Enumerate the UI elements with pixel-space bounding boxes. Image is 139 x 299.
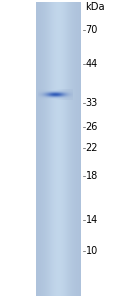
Text: 14: 14 — [85, 215, 98, 225]
Text: 22: 22 — [85, 143, 98, 153]
Text: 33: 33 — [85, 98, 98, 108]
Text: kDa: kDa — [85, 2, 105, 13]
Text: 70: 70 — [85, 25, 98, 35]
Text: 18: 18 — [85, 171, 98, 181]
Text: 26: 26 — [85, 122, 98, 132]
Text: 10: 10 — [85, 246, 98, 256]
Text: 44: 44 — [85, 59, 98, 69]
